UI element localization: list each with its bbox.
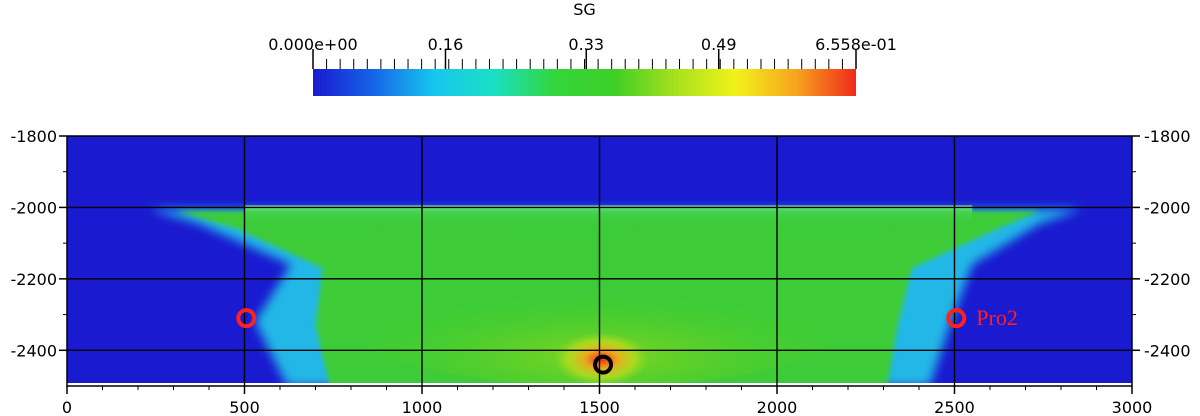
y-tick-label-right: -2200 [1144,270,1191,289]
monitor-well-left-marker [236,308,257,329]
x-tick-label: 3000 [1112,398,1153,416]
colorbar-tick-label: 6.558e-01 [815,35,897,54]
injection-hotspot [553,332,650,386]
monitor-well-right-marker [946,308,967,329]
colorbar-tick-label: 0.33 [568,35,604,54]
colorbar-gradient [313,69,856,96]
x-tick-label: 1000 [402,398,443,416]
colorbar-title: SG [573,0,596,19]
y-tick-label-right: -2400 [1144,341,1191,360]
y-tick-label-left: -1800 [11,127,58,146]
y-tick-label-left: -2200 [11,270,58,289]
injection-well-marker [593,354,614,375]
y-tick-label-left: -2400 [11,341,58,360]
x-tick-label: 1500 [579,398,620,416]
x-tick-label: 2000 [757,398,798,416]
monitor-well-right-label: Pro2 [976,305,1018,330]
x-tick-label: 2500 [934,398,975,416]
colorbar: SG 0.000e+00 0.16 0.33 0.49 6.558e-01 [268,0,897,96]
colorbar-tick-label: 0.16 [428,35,464,54]
plot-area: 0 500 1000 1500 2000 2500 3000 -1800 -1800 -2000 -… [11,127,1191,416]
y-tick-label-right: -1800 [1144,127,1191,146]
plume-top-band [244,205,973,231]
grid-lines [67,136,1132,386]
y-tick-label-left: -2000 [11,198,58,217]
x-tick-label: 0 [62,398,72,416]
y-tick-label-right: -2000 [1144,198,1191,217]
x-tick-label: 500 [229,398,260,416]
colorbar-tick-label: 0.49 [701,35,737,54]
colorbar-tick-label: 0.000e+00 [268,35,357,54]
